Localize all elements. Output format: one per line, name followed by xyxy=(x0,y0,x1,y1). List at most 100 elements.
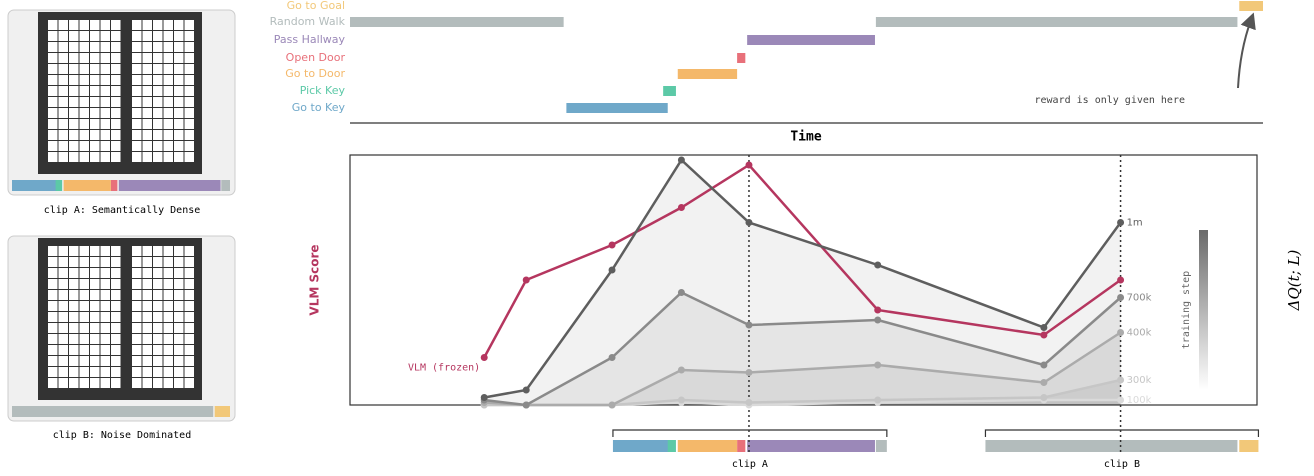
task-segment xyxy=(214,406,230,417)
grid-cell xyxy=(184,20,194,30)
grid-cell xyxy=(184,119,194,129)
grid-cell xyxy=(111,301,121,311)
series-point xyxy=(1117,329,1125,336)
series-point xyxy=(522,386,530,394)
grid-cell xyxy=(153,268,163,278)
grid-cell xyxy=(153,64,163,74)
grid-cell xyxy=(142,345,152,355)
grid-cell xyxy=(142,334,152,344)
grid-cell xyxy=(100,119,110,129)
grid-cell xyxy=(142,141,152,151)
grid-cell xyxy=(79,279,89,289)
grid-cell xyxy=(58,20,68,30)
grid-cell xyxy=(163,279,173,289)
grid-cell xyxy=(69,378,79,388)
task-segment xyxy=(350,440,564,452)
task-segment xyxy=(51,180,63,191)
grid-cell xyxy=(163,31,173,41)
grid-cell xyxy=(90,268,100,278)
grid-cell xyxy=(69,42,79,52)
task-label: Go to Door xyxy=(285,67,345,80)
grid-cell xyxy=(142,64,152,74)
task-label: Pick Key xyxy=(300,84,346,97)
grid-cell xyxy=(111,141,121,151)
grid-cell xyxy=(100,97,110,107)
grid-cell xyxy=(90,53,100,63)
grid-cell xyxy=(174,345,184,355)
grid-cell xyxy=(153,246,163,256)
grid-cell xyxy=(58,246,68,256)
grid-cell xyxy=(79,301,89,311)
grid-cell xyxy=(142,257,152,267)
grid-cell xyxy=(79,75,89,85)
grid-cell xyxy=(111,53,121,63)
grid-cell xyxy=(90,108,100,118)
grid-cell xyxy=(48,279,58,289)
grid-cell xyxy=(111,323,121,333)
grid-cell xyxy=(184,279,194,289)
series-point xyxy=(745,219,753,226)
grid-cell xyxy=(132,257,142,267)
series-point xyxy=(874,396,882,404)
grid-cell xyxy=(100,323,110,333)
grid-cell xyxy=(79,53,89,63)
grid-cell xyxy=(153,20,163,30)
grid-cell xyxy=(48,356,58,366)
series-point xyxy=(874,261,882,269)
grid-cell xyxy=(132,53,142,63)
grid-cell xyxy=(132,97,142,107)
grid-cell xyxy=(90,152,100,162)
grid-cell xyxy=(58,290,68,300)
grid-cell xyxy=(111,257,121,267)
grid-cell xyxy=(163,334,173,344)
grid-cell xyxy=(48,334,58,344)
annotation: reward is only given here xyxy=(1034,95,1185,106)
series-label: 300k xyxy=(1127,375,1152,386)
grid-cell xyxy=(153,345,163,355)
grid-cell xyxy=(100,345,110,355)
grid-cell xyxy=(48,345,58,355)
grid-cell xyxy=(153,378,163,388)
grid-cell xyxy=(174,301,184,311)
grid-cell xyxy=(163,86,173,96)
grid-cell xyxy=(111,268,121,278)
series-point xyxy=(1040,394,1048,401)
grid-cell xyxy=(142,290,152,300)
series-label: 1m xyxy=(1127,218,1143,229)
grid-cell xyxy=(90,130,100,140)
grid-cell xyxy=(174,378,184,388)
grid-cell xyxy=(184,31,194,41)
grid-cell xyxy=(132,42,142,52)
series-label: 100k xyxy=(1127,395,1152,406)
grid-cell xyxy=(69,152,79,162)
grid-cell xyxy=(58,31,68,41)
grid-cell xyxy=(153,152,163,162)
series-point xyxy=(1117,219,1125,226)
series-point xyxy=(745,399,753,406)
series-point xyxy=(1117,276,1125,284)
grid-cell xyxy=(58,130,68,140)
y2-axis-label: ΔQ(t; L) xyxy=(1285,250,1303,312)
grid-cell xyxy=(58,378,68,388)
grid-cell xyxy=(132,119,142,129)
grid-cell xyxy=(69,20,79,30)
grid-cell xyxy=(111,312,121,322)
series-point xyxy=(608,401,616,409)
grid-cell xyxy=(48,301,58,311)
grid-cell xyxy=(79,130,89,140)
grid-cell xyxy=(142,108,152,118)
grid-cell xyxy=(79,97,89,107)
grid-cell xyxy=(58,75,68,85)
grid-cell xyxy=(69,64,79,74)
grid-cell xyxy=(69,86,79,96)
grid-cell xyxy=(79,334,89,344)
task-segment xyxy=(350,440,564,452)
grid-cell xyxy=(100,290,110,300)
grid-cell xyxy=(132,334,142,344)
grid-cell xyxy=(48,323,58,333)
grid-cell xyxy=(174,257,184,267)
task-segment xyxy=(12,180,56,191)
grid-cell xyxy=(111,246,121,256)
clip-bar xyxy=(12,406,230,417)
grid-cell xyxy=(153,323,163,333)
